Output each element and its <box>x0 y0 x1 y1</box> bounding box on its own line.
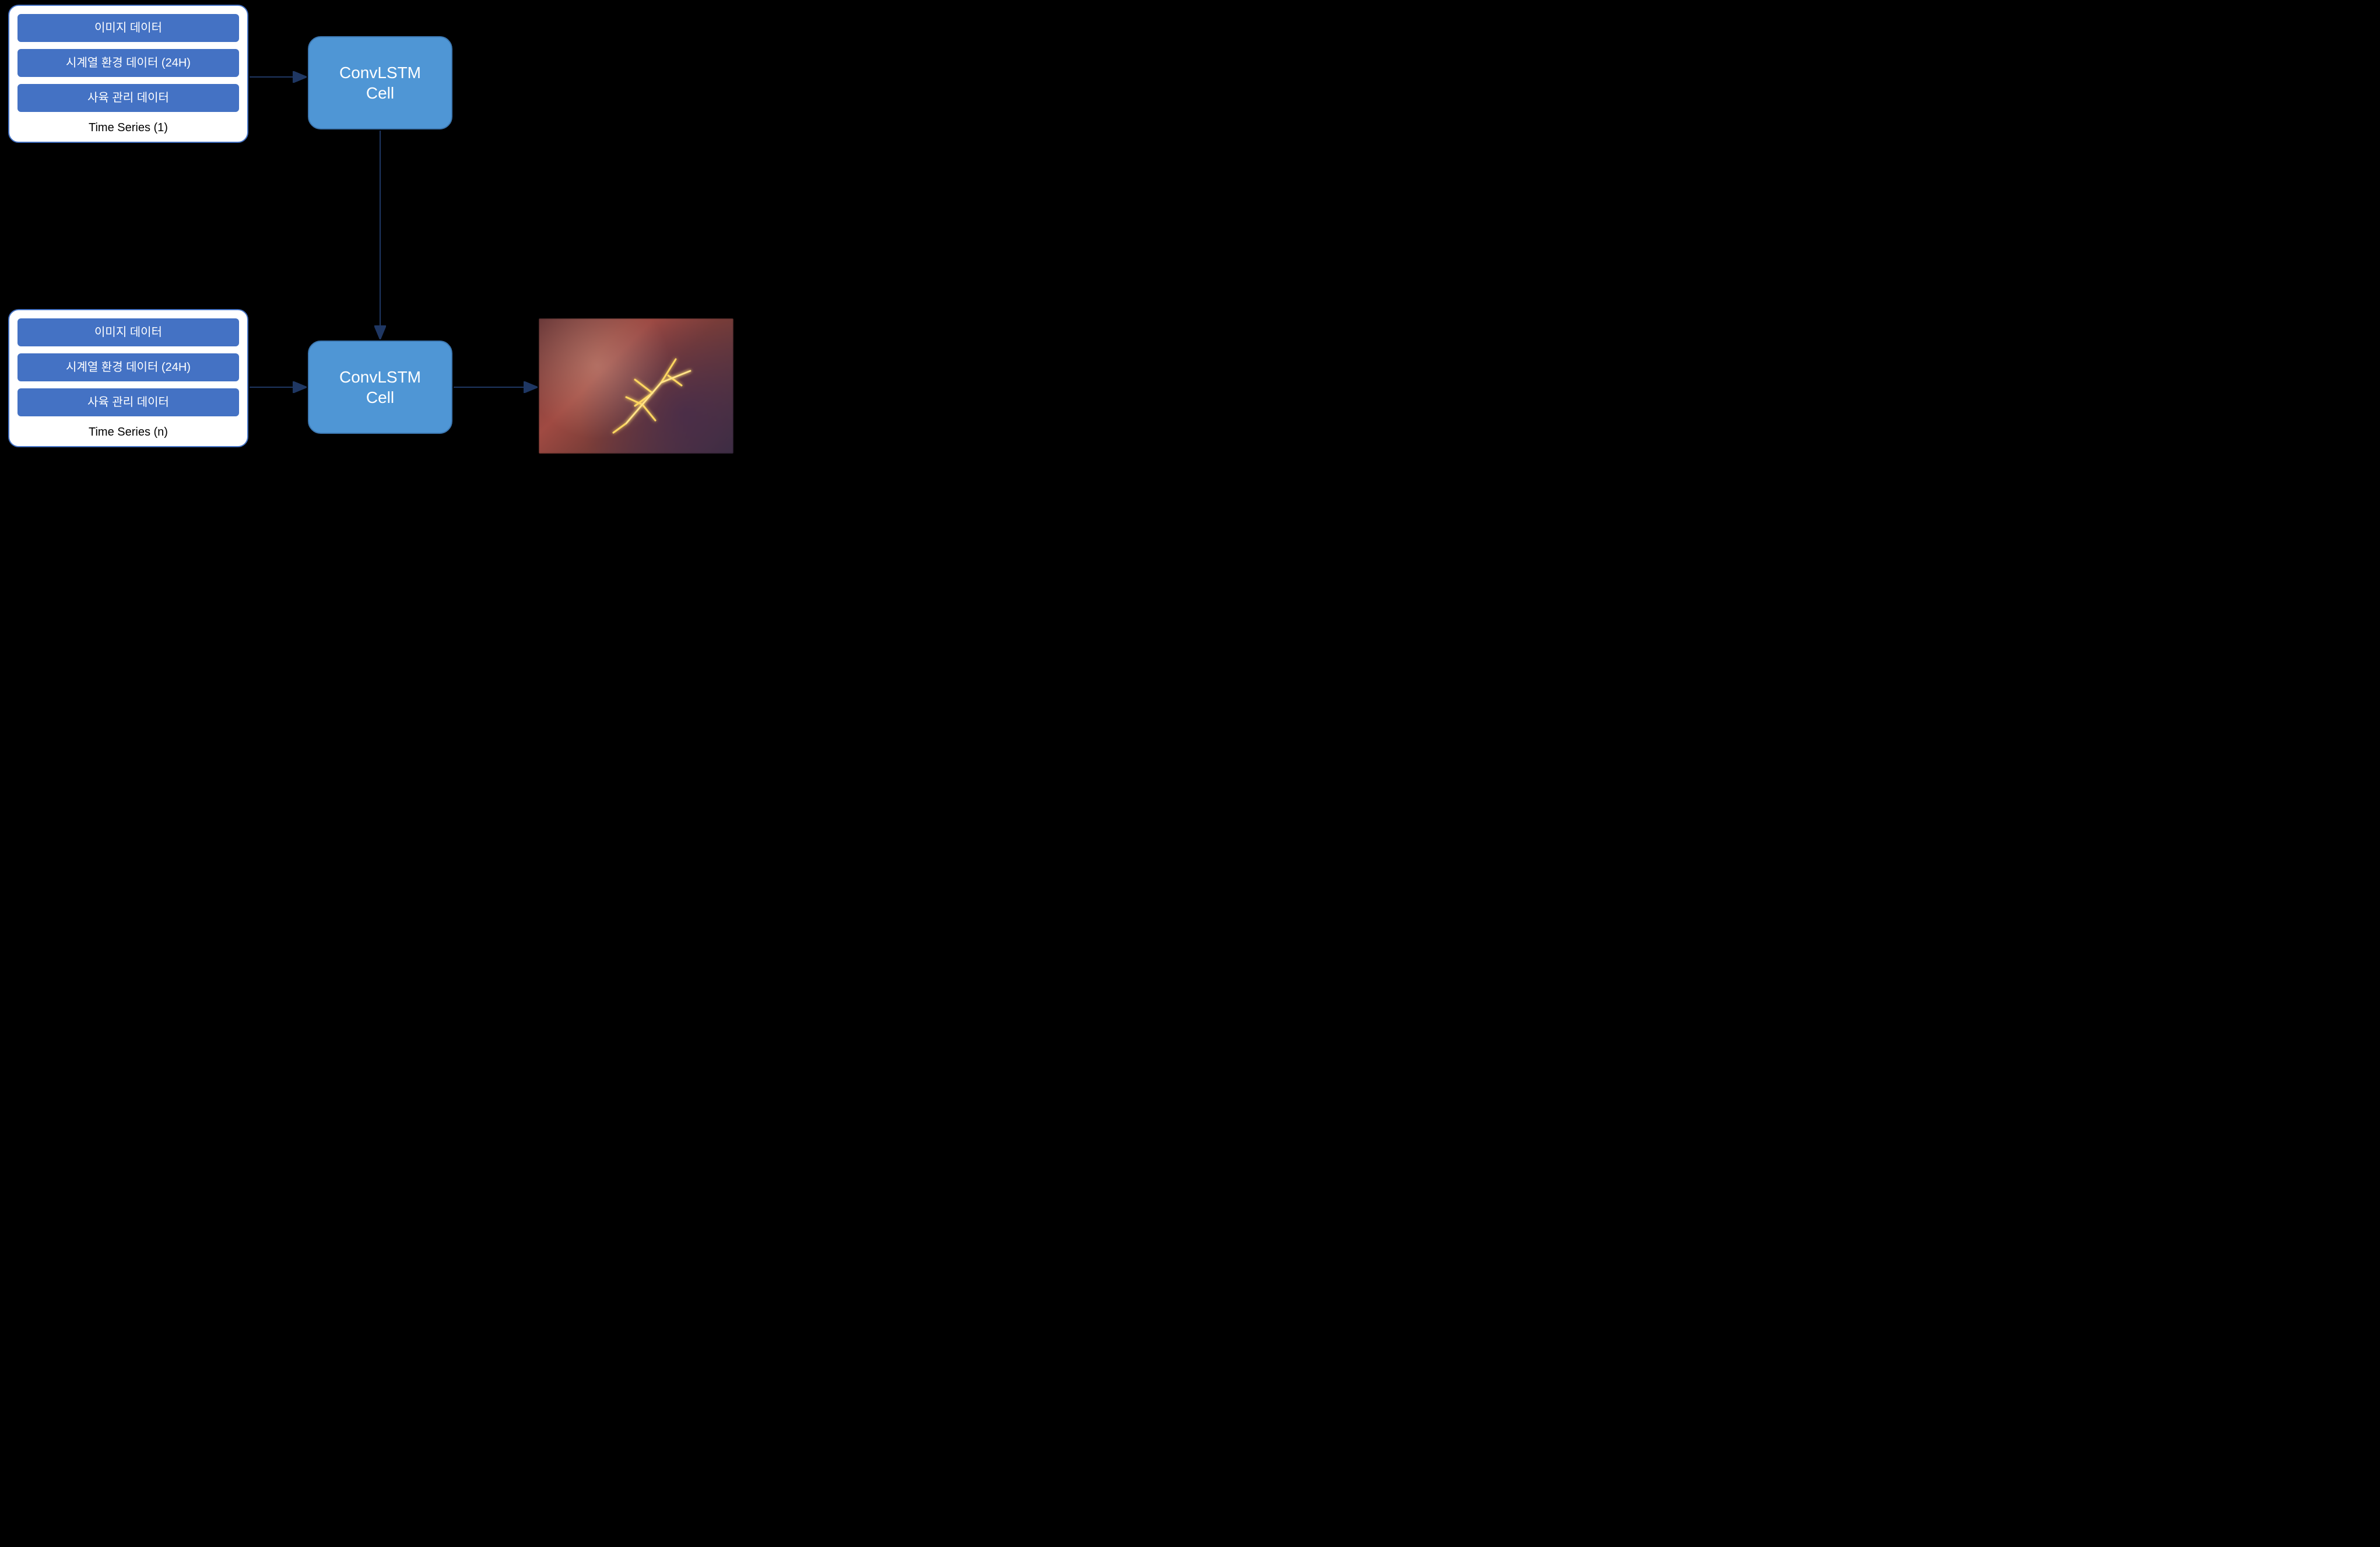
cell-line2: Cell <box>366 83 394 103</box>
input-block-ts1: 이미지 데이터 시계열 환경 데이터 (24H) 사육 관리 데이터 Time … <box>8 5 248 143</box>
convlstm-cell-node: ConvLSTM Cell <box>308 341 452 434</box>
cell-line2: Cell <box>366 387 394 408</box>
output-image-glow-icon <box>539 318 733 454</box>
data-bar: 이미지 데이터 <box>17 14 239 42</box>
time-series-label: Time Series (n) <box>17 423 239 443</box>
data-bar: 사육 관리 데이터 <box>17 84 239 112</box>
cell-line1: ConvLSTM <box>339 367 421 387</box>
data-bar: 시계열 환경 데이터 (24H) <box>17 49 239 77</box>
data-bar: 이미지 데이터 <box>17 318 239 346</box>
time-series-label: Time Series (1) <box>17 119 239 138</box>
output-image <box>539 318 733 454</box>
input-block-tsn: 이미지 데이터 시계열 환경 데이터 (24H) 사육 관리 데이터 Time … <box>8 309 248 447</box>
data-bar: 사육 관리 데이터 <box>17 388 239 416</box>
data-bar: 시계열 환경 데이터 (24H) <box>17 353 239 381</box>
cell-line1: ConvLSTM <box>339 62 421 83</box>
convlstm-cell-node: ConvLSTM Cell <box>308 36 452 129</box>
